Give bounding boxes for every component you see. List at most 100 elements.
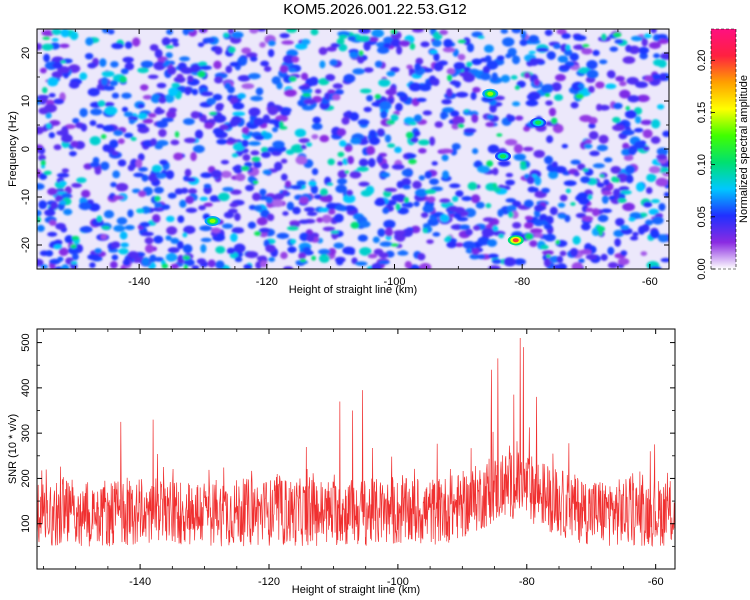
speckle	[465, 228, 473, 236]
speckle	[64, 235, 74, 244]
speckle	[282, 211, 289, 216]
speckle	[505, 53, 512, 59]
speckle	[61, 192, 72, 199]
speckle	[415, 97, 427, 103]
speckle	[628, 45, 640, 55]
speckle	[502, 37, 515, 47]
speckle	[128, 118, 135, 125]
speckle	[310, 185, 319, 195]
speckle	[500, 29, 509, 34]
speckle	[577, 163, 586, 171]
speckle	[434, 121, 444, 128]
speckle	[573, 171, 580, 177]
speckle	[237, 74, 251, 82]
speckle	[150, 138, 157, 146]
y-tick-label: 20	[20, 47, 32, 59]
speckle	[44, 209, 56, 217]
speckle	[241, 83, 255, 90]
speckle	[241, 139, 249, 148]
speckle	[152, 213, 161, 223]
speckle	[89, 120, 97, 126]
speckle	[417, 139, 431, 146]
speckle	[37, 43, 43, 51]
speckle	[247, 221, 257, 229]
peak-core	[512, 238, 519, 243]
speckle	[471, 58, 483, 66]
speckle-bright	[601, 33, 607, 41]
speckle	[605, 83, 617, 90]
speckle	[424, 170, 433, 179]
speckle-bright	[279, 126, 288, 130]
speckle-bright	[555, 239, 560, 245]
speckle	[67, 246, 80, 255]
speckle	[71, 253, 79, 261]
speckle	[466, 61, 473, 68]
speckle	[644, 75, 654, 82]
speckle	[107, 29, 115, 35]
speckle	[532, 232, 544, 238]
speckle	[203, 183, 212, 189]
speckle	[368, 36, 379, 42]
speckle	[399, 40, 411, 47]
speckle	[250, 150, 260, 156]
speckle	[227, 29, 234, 34]
speckle	[51, 29, 62, 36]
speckle	[123, 111, 134, 118]
speckle-bright	[338, 34, 348, 39]
speckle	[519, 39, 528, 47]
speckle	[303, 206, 316, 212]
speckle	[241, 126, 250, 135]
speckle	[385, 227, 393, 237]
speckle	[649, 265, 662, 269]
speckle	[214, 76, 223, 84]
speckle	[337, 128, 347, 137]
speckle	[220, 159, 230, 165]
speckle	[512, 200, 522, 208]
speckle	[177, 215, 185, 223]
speckle	[170, 237, 180, 244]
speckle	[413, 114, 422, 123]
speckle	[211, 227, 221, 234]
speckle	[598, 104, 610, 111]
speckle	[651, 119, 661, 129]
speckle-bright	[493, 186, 501, 193]
speckle	[179, 56, 191, 62]
speckle	[111, 150, 119, 156]
speckle	[452, 206, 466, 214]
speckle	[200, 237, 212, 243]
speckle	[651, 216, 664, 225]
speckle	[342, 194, 356, 204]
speckle	[349, 170, 362, 179]
speckle-bright	[390, 29, 398, 35]
speckle	[366, 94, 374, 102]
speckle	[306, 234, 315, 243]
speckle	[551, 161, 558, 168]
speckle	[298, 219, 310, 224]
speckle	[559, 64, 571, 70]
speckle	[492, 167, 499, 176]
speckle	[287, 246, 297, 253]
speckle	[254, 135, 265, 141]
speckle	[260, 151, 271, 159]
speckle	[412, 180, 422, 189]
speckle	[190, 111, 200, 119]
speckle	[79, 226, 93, 233]
speckle	[344, 205, 356, 211]
speckle	[427, 196, 436, 203]
speckle	[58, 247, 69, 257]
speckle	[513, 144, 523, 154]
speckle	[653, 53, 660, 59]
speckle	[661, 53, 669, 60]
speckle	[184, 86, 192, 96]
speckle	[226, 138, 237, 143]
speckle-bright	[70, 244, 77, 249]
speckle	[347, 35, 357, 42]
snr-x-ticks: -140 -120 -100 -80 -60	[43, 329, 664, 588]
peak-core	[487, 91, 494, 96]
speckle	[453, 61, 466, 71]
speckle	[185, 207, 198, 213]
speckle	[442, 170, 450, 180]
speckle-bright	[154, 195, 161, 202]
speckle	[117, 159, 127, 167]
speckle	[643, 201, 653, 208]
